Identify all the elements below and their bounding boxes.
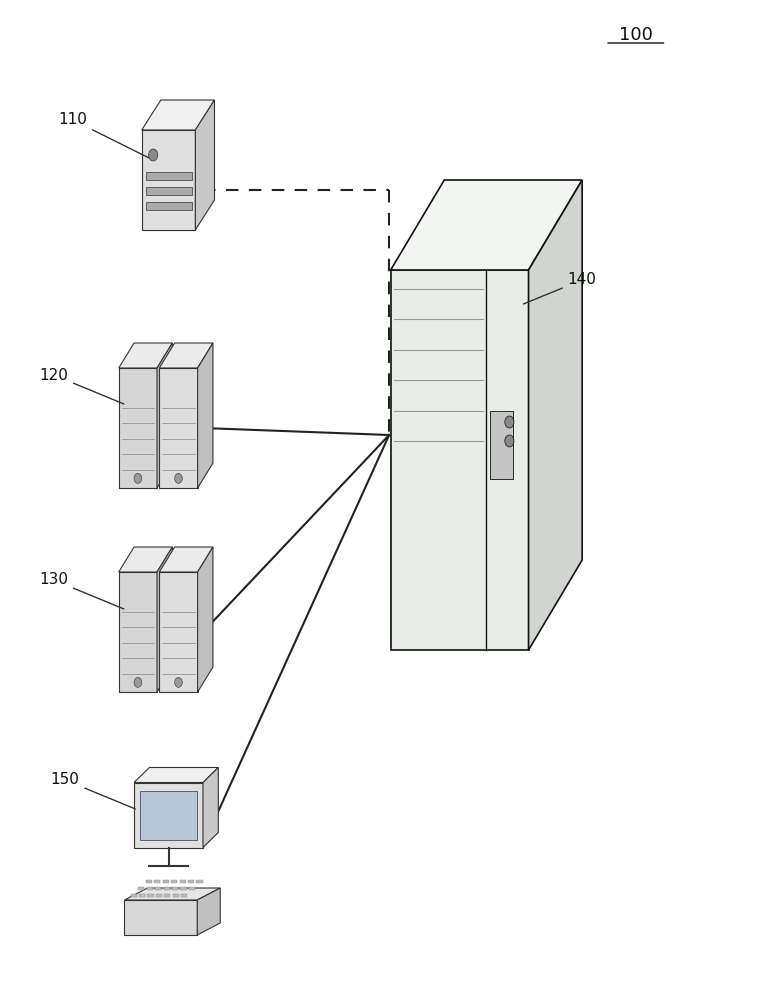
Polygon shape (159, 547, 213, 572)
Polygon shape (124, 888, 221, 900)
Polygon shape (188, 880, 194, 883)
Text: 130: 130 (39, 572, 124, 609)
Circle shape (175, 677, 182, 687)
Polygon shape (203, 768, 218, 848)
Polygon shape (139, 894, 146, 897)
Circle shape (134, 677, 142, 687)
Polygon shape (146, 187, 192, 195)
Polygon shape (159, 368, 198, 488)
Polygon shape (490, 411, 513, 479)
Polygon shape (198, 888, 221, 935)
Polygon shape (198, 343, 213, 488)
Polygon shape (529, 180, 582, 650)
Polygon shape (188, 887, 195, 890)
Polygon shape (164, 894, 170, 897)
Polygon shape (157, 547, 172, 692)
Polygon shape (196, 880, 202, 883)
Polygon shape (154, 880, 161, 883)
Polygon shape (146, 880, 152, 883)
Polygon shape (124, 900, 198, 935)
Polygon shape (142, 100, 214, 130)
Polygon shape (164, 887, 170, 890)
Polygon shape (172, 894, 178, 897)
Polygon shape (130, 894, 136, 897)
Polygon shape (147, 887, 153, 890)
Polygon shape (156, 894, 162, 897)
Circle shape (505, 416, 514, 428)
Polygon shape (172, 887, 178, 890)
Polygon shape (139, 887, 144, 890)
Polygon shape (142, 130, 195, 230)
Polygon shape (391, 180, 582, 270)
Circle shape (149, 149, 158, 161)
Text: 120: 120 (39, 367, 124, 404)
Polygon shape (146, 172, 192, 180)
Polygon shape (140, 790, 197, 840)
Polygon shape (157, 343, 172, 488)
Polygon shape (119, 547, 172, 572)
Text: 150: 150 (51, 772, 136, 809)
Text: 140: 140 (523, 272, 597, 304)
Polygon shape (179, 880, 185, 883)
Polygon shape (155, 887, 161, 890)
Polygon shape (391, 270, 529, 650)
Polygon shape (119, 368, 157, 488)
Polygon shape (159, 572, 198, 692)
Polygon shape (181, 887, 187, 890)
Text: 100: 100 (619, 26, 653, 44)
Polygon shape (146, 202, 192, 210)
Text: 110: 110 (58, 112, 151, 159)
Polygon shape (181, 894, 188, 897)
Polygon shape (162, 880, 169, 883)
Polygon shape (134, 782, 203, 848)
Polygon shape (147, 894, 153, 897)
Polygon shape (172, 880, 177, 883)
Polygon shape (195, 100, 214, 230)
Polygon shape (159, 343, 213, 368)
Circle shape (505, 435, 514, 447)
Polygon shape (134, 768, 218, 782)
Polygon shape (198, 547, 213, 692)
Polygon shape (119, 572, 157, 692)
Circle shape (175, 473, 182, 483)
Circle shape (134, 473, 142, 483)
Polygon shape (119, 343, 172, 368)
